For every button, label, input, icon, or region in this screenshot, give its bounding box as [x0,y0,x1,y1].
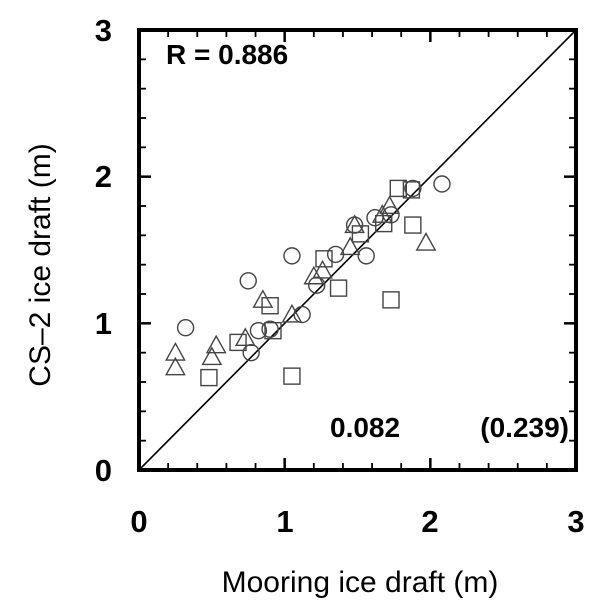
data-point-triangle-3 [205,334,227,354]
y-tick-label-1: 1 [95,306,112,341]
rmse-value: (0.239) [480,412,569,443]
data-point-circle-0 [176,319,195,337]
data-point-square-12 [404,216,422,234]
data-point-circle-4 [261,320,279,338]
data-point-triangle-7 [303,265,325,285]
data-point-circle-3 [249,321,268,340]
x-axis-title: Mooring ice draft (m) [222,566,499,599]
data-point-triangle-4 [234,327,256,347]
data-point-triangle-10 [344,214,365,234]
data-point-triangle-0 [165,342,186,361]
data-point-square-2 [261,297,279,315]
data-point-triangle-1 [165,356,186,376]
data-point-circle-13 [404,179,422,198]
correlation-label: R = 0.886 [166,39,288,70]
x-tick-label-0: 0 [130,504,147,539]
data-point-circle-1 [239,272,257,290]
data-point-triangle-2 [201,346,223,366]
data-markers [165,175,451,387]
data-point-square-6 [329,279,348,297]
data-point-square-9 [382,291,400,309]
data-point-square-4 [283,367,301,385]
data-point-triangle-6 [281,303,303,323]
y-axis-title: CS–2 ice draft (m) [24,143,57,386]
y-tick-label-0: 0 [95,453,112,488]
data-point-triangle-5 [252,289,274,308]
data-point-square-0 [200,368,218,387]
y-tick-label-3: 3 [95,13,112,48]
data-point-square-10 [389,179,407,198]
data-point-square-1 [229,333,247,352]
x-tick-label-3: 3 [567,504,584,539]
data-point-triangle-8 [312,259,333,279]
data-point-square-7 [351,225,370,243]
x-tick-label-2: 2 [421,504,438,539]
data-point-circle-14 [433,175,451,193]
data-point-square-5 [315,250,333,268]
data-point-square-3 [264,321,282,340]
data-point-circle-10 [357,247,375,265]
y-tick-label-2: 2 [95,159,112,194]
data-point-square-11 [402,181,421,199]
axis-ticks [137,28,578,472]
plot-frame [137,28,578,472]
data-point-triangle-12 [379,195,400,215]
data-point-circle-5 [283,247,301,265]
data-point-triangle-9 [339,236,361,256]
x-tick-label-1: 1 [276,504,293,539]
data-point-square-8 [375,214,393,233]
bias-value: 0.082 [330,412,400,443]
data-point-triangle-13 [415,232,437,251]
